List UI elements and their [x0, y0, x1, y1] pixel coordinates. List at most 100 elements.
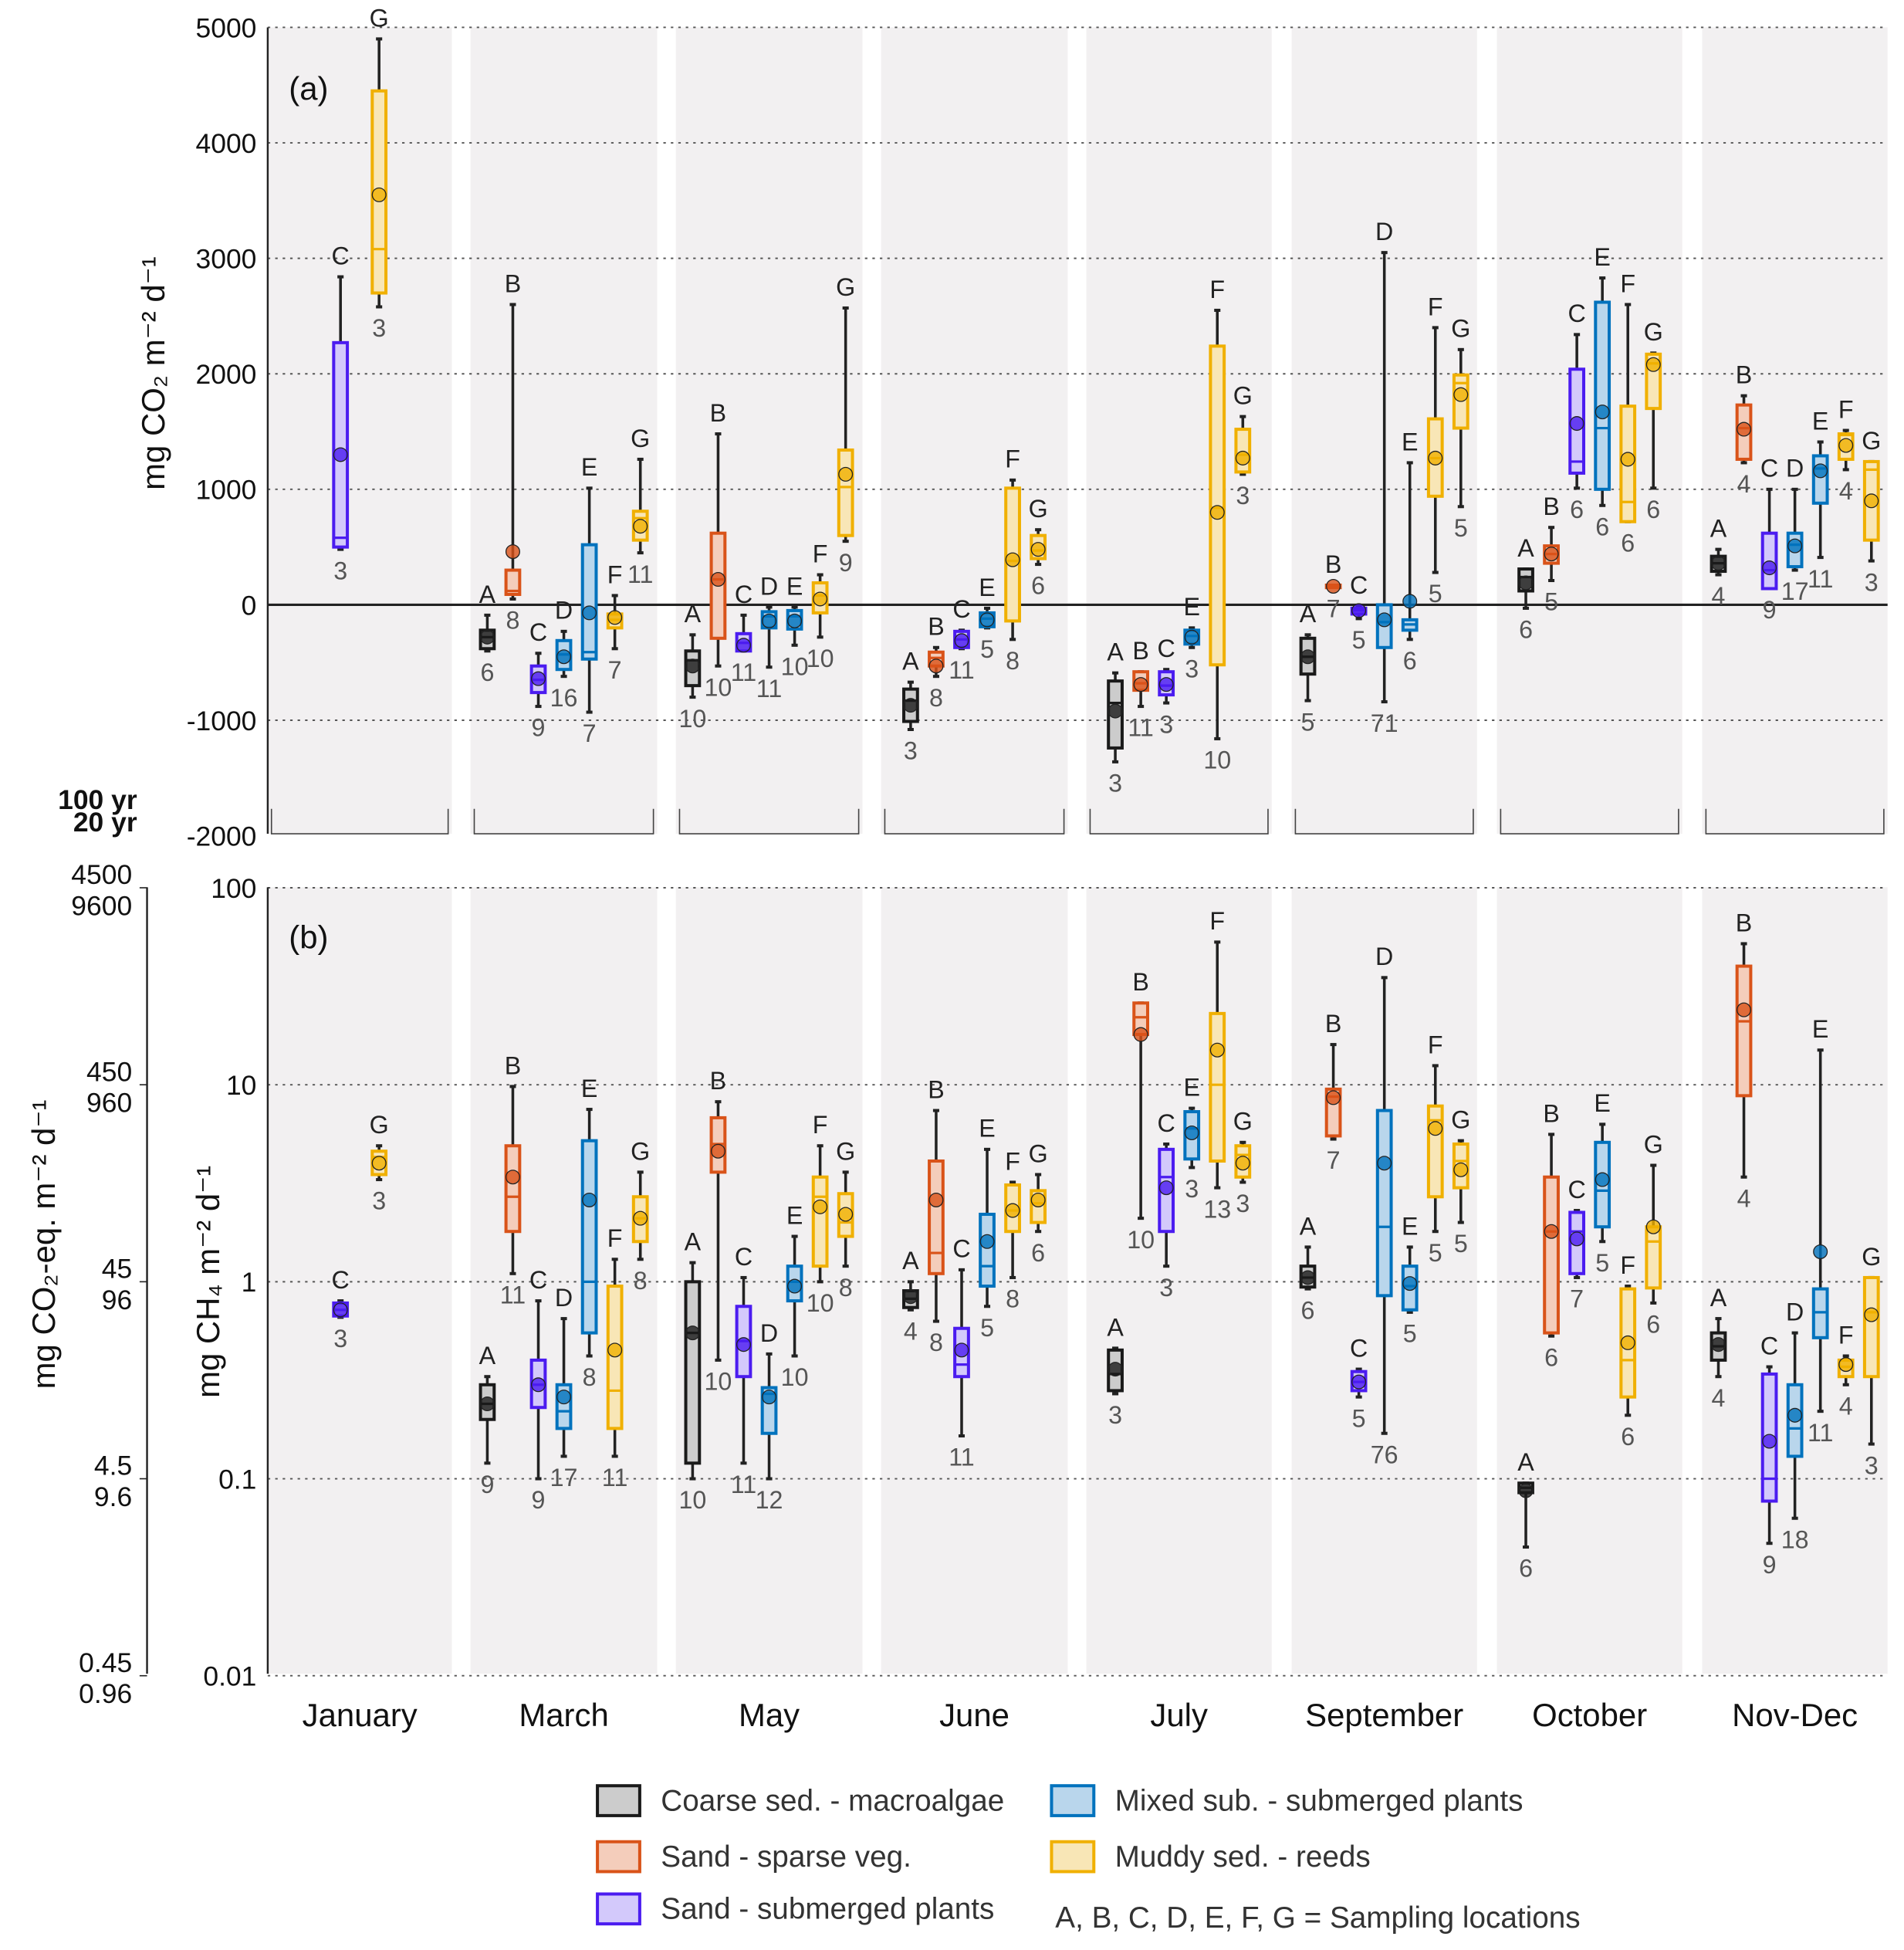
location-label: A [1300, 600, 1317, 628]
sample-count-label: 11 [949, 656, 974, 684]
legend-note: A, B, C, D, E, F, G = Sampling locations [1055, 1901, 1580, 1935]
box-october-C: C7 [1568, 1176, 1585, 1313]
month-bracket [1089, 808, 1269, 835]
mean-marker [1544, 1224, 1559, 1239]
month-band [675, 27, 863, 835]
month-label: October [1532, 1697, 1647, 1733]
mean-marker [1518, 1483, 1534, 1498]
box-september-A: A6 [1299, 1212, 1317, 1324]
location-label: A [1710, 515, 1727, 543]
month-label: June [939, 1697, 1009, 1733]
panel-label-b: (b) [289, 919, 328, 955]
legend-swatch [1050, 1840, 1096, 1874]
sample-count-label: 6 [1621, 529, 1635, 557]
box-october-G: G6 [1644, 318, 1663, 523]
sample-count-label: 6 [1544, 1343, 1558, 1371]
sample-count-label: 17 [1781, 577, 1809, 605]
sample-count-label: 3 [904, 737, 918, 765]
location-label: G [1862, 1243, 1881, 1271]
mean-marker [1108, 1362, 1123, 1377]
box-june-B: B8 [928, 1075, 945, 1356]
location-label: B [1543, 1099, 1560, 1127]
sample-count-label: 6 [1519, 616, 1533, 644]
location-label: B [1132, 968, 1148, 996]
mean-marker [1787, 538, 1803, 554]
mean-marker [505, 1170, 520, 1185]
box-nov-dec-G: G3 [1862, 427, 1881, 596]
box-iqr [928, 1159, 945, 1275]
box-may-D: D 12 [756, 1319, 783, 1514]
location-label: C [1760, 1332, 1778, 1359]
sample-count-label: 6 [1301, 1296, 1315, 1324]
sample-count-label: 5 [1429, 1239, 1442, 1267]
box-june-F: F8 [1004, 1147, 1021, 1313]
box-may-D: D 11 [756, 572, 782, 702]
box-may-B: B 10 [705, 1067, 732, 1396]
box-iqr [1645, 1225, 1662, 1290]
sample-count-label: 6 [480, 658, 494, 686]
sample-count-label: 10 [678, 1486, 706, 1514]
box-july-G: G3 [1233, 1108, 1253, 1217]
mean-marker [1351, 603, 1367, 618]
mean-marker [954, 633, 969, 648]
box-iqr [504, 1144, 522, 1234]
location-label: F [1620, 269, 1635, 297]
location-label: G [836, 1137, 855, 1165]
sample-count-label: 8 [583, 1363, 597, 1391]
month-label: July [1150, 1697, 1208, 1733]
sample-count-label: 3 [1108, 770, 1122, 797]
mean-marker [762, 1390, 777, 1405]
sample-count-label: 11 [756, 675, 782, 702]
box-iqr [1234, 428, 1252, 474]
location-label: B [1736, 361, 1753, 389]
location-label: B [1736, 909, 1753, 936]
sample-count-label: 7 [1327, 595, 1341, 623]
month-bracket [1705, 808, 1885, 835]
location-label: D [555, 597, 573, 625]
box-january-G: G3 [370, 4, 389, 342]
month-bracket [473, 808, 654, 835]
box-nov-dec-B: B4 [1735, 909, 1753, 1212]
month-label: September [1305, 1697, 1463, 1733]
mean-marker [1300, 649, 1316, 665]
mean-marker [1645, 1219, 1661, 1234]
box-iqr [1375, 1109, 1393, 1298]
mean-marker [371, 1156, 387, 1171]
location-label: D [555, 1284, 573, 1312]
month-band [470, 27, 658, 835]
box-july-E: E3 [1183, 1073, 1201, 1203]
month-band [267, 887, 452, 1674]
mean-marker [1209, 1042, 1225, 1058]
location-label: F [1005, 445, 1020, 473]
location-label: A [1300, 1212, 1317, 1240]
mean-marker [1518, 575, 1534, 591]
box-september-G: G5 [1451, 1106, 1470, 1258]
mean-marker [556, 649, 572, 665]
sample-count-label: 6 [1031, 1239, 1045, 1267]
y-tick-label: 0.1 [218, 1464, 256, 1495]
location-label: C [1350, 1334, 1368, 1362]
location-label: A [479, 1342, 496, 1369]
mean-marker [1864, 493, 1879, 509]
mean-marker [1864, 1307, 1879, 1322]
box-march-A: A6 [479, 581, 496, 686]
sample-count-label: 9 [1763, 1551, 1777, 1579]
mean-marker [1326, 578, 1341, 594]
box-iqr [811, 1175, 829, 1268]
location-label: G [836, 273, 855, 301]
location-label: C [332, 1266, 350, 1294]
mean-marker [582, 1192, 597, 1207]
box-january-C: C3 [332, 1266, 350, 1352]
box-may-E: E 10 [781, 572, 809, 680]
mean-marker [1377, 612, 1392, 628]
box-june-E: E5 [979, 1115, 996, 1342]
mean-marker [928, 1192, 944, 1207]
location-label: B [710, 1067, 726, 1095]
mean-marker [1453, 387, 1469, 402]
location-label: D [760, 1319, 778, 1347]
location-label: G [1233, 1108, 1253, 1136]
location-label: E [1812, 407, 1829, 435]
sample-count-label: 3 [1159, 710, 1173, 738]
location-label: G [370, 4, 389, 32]
